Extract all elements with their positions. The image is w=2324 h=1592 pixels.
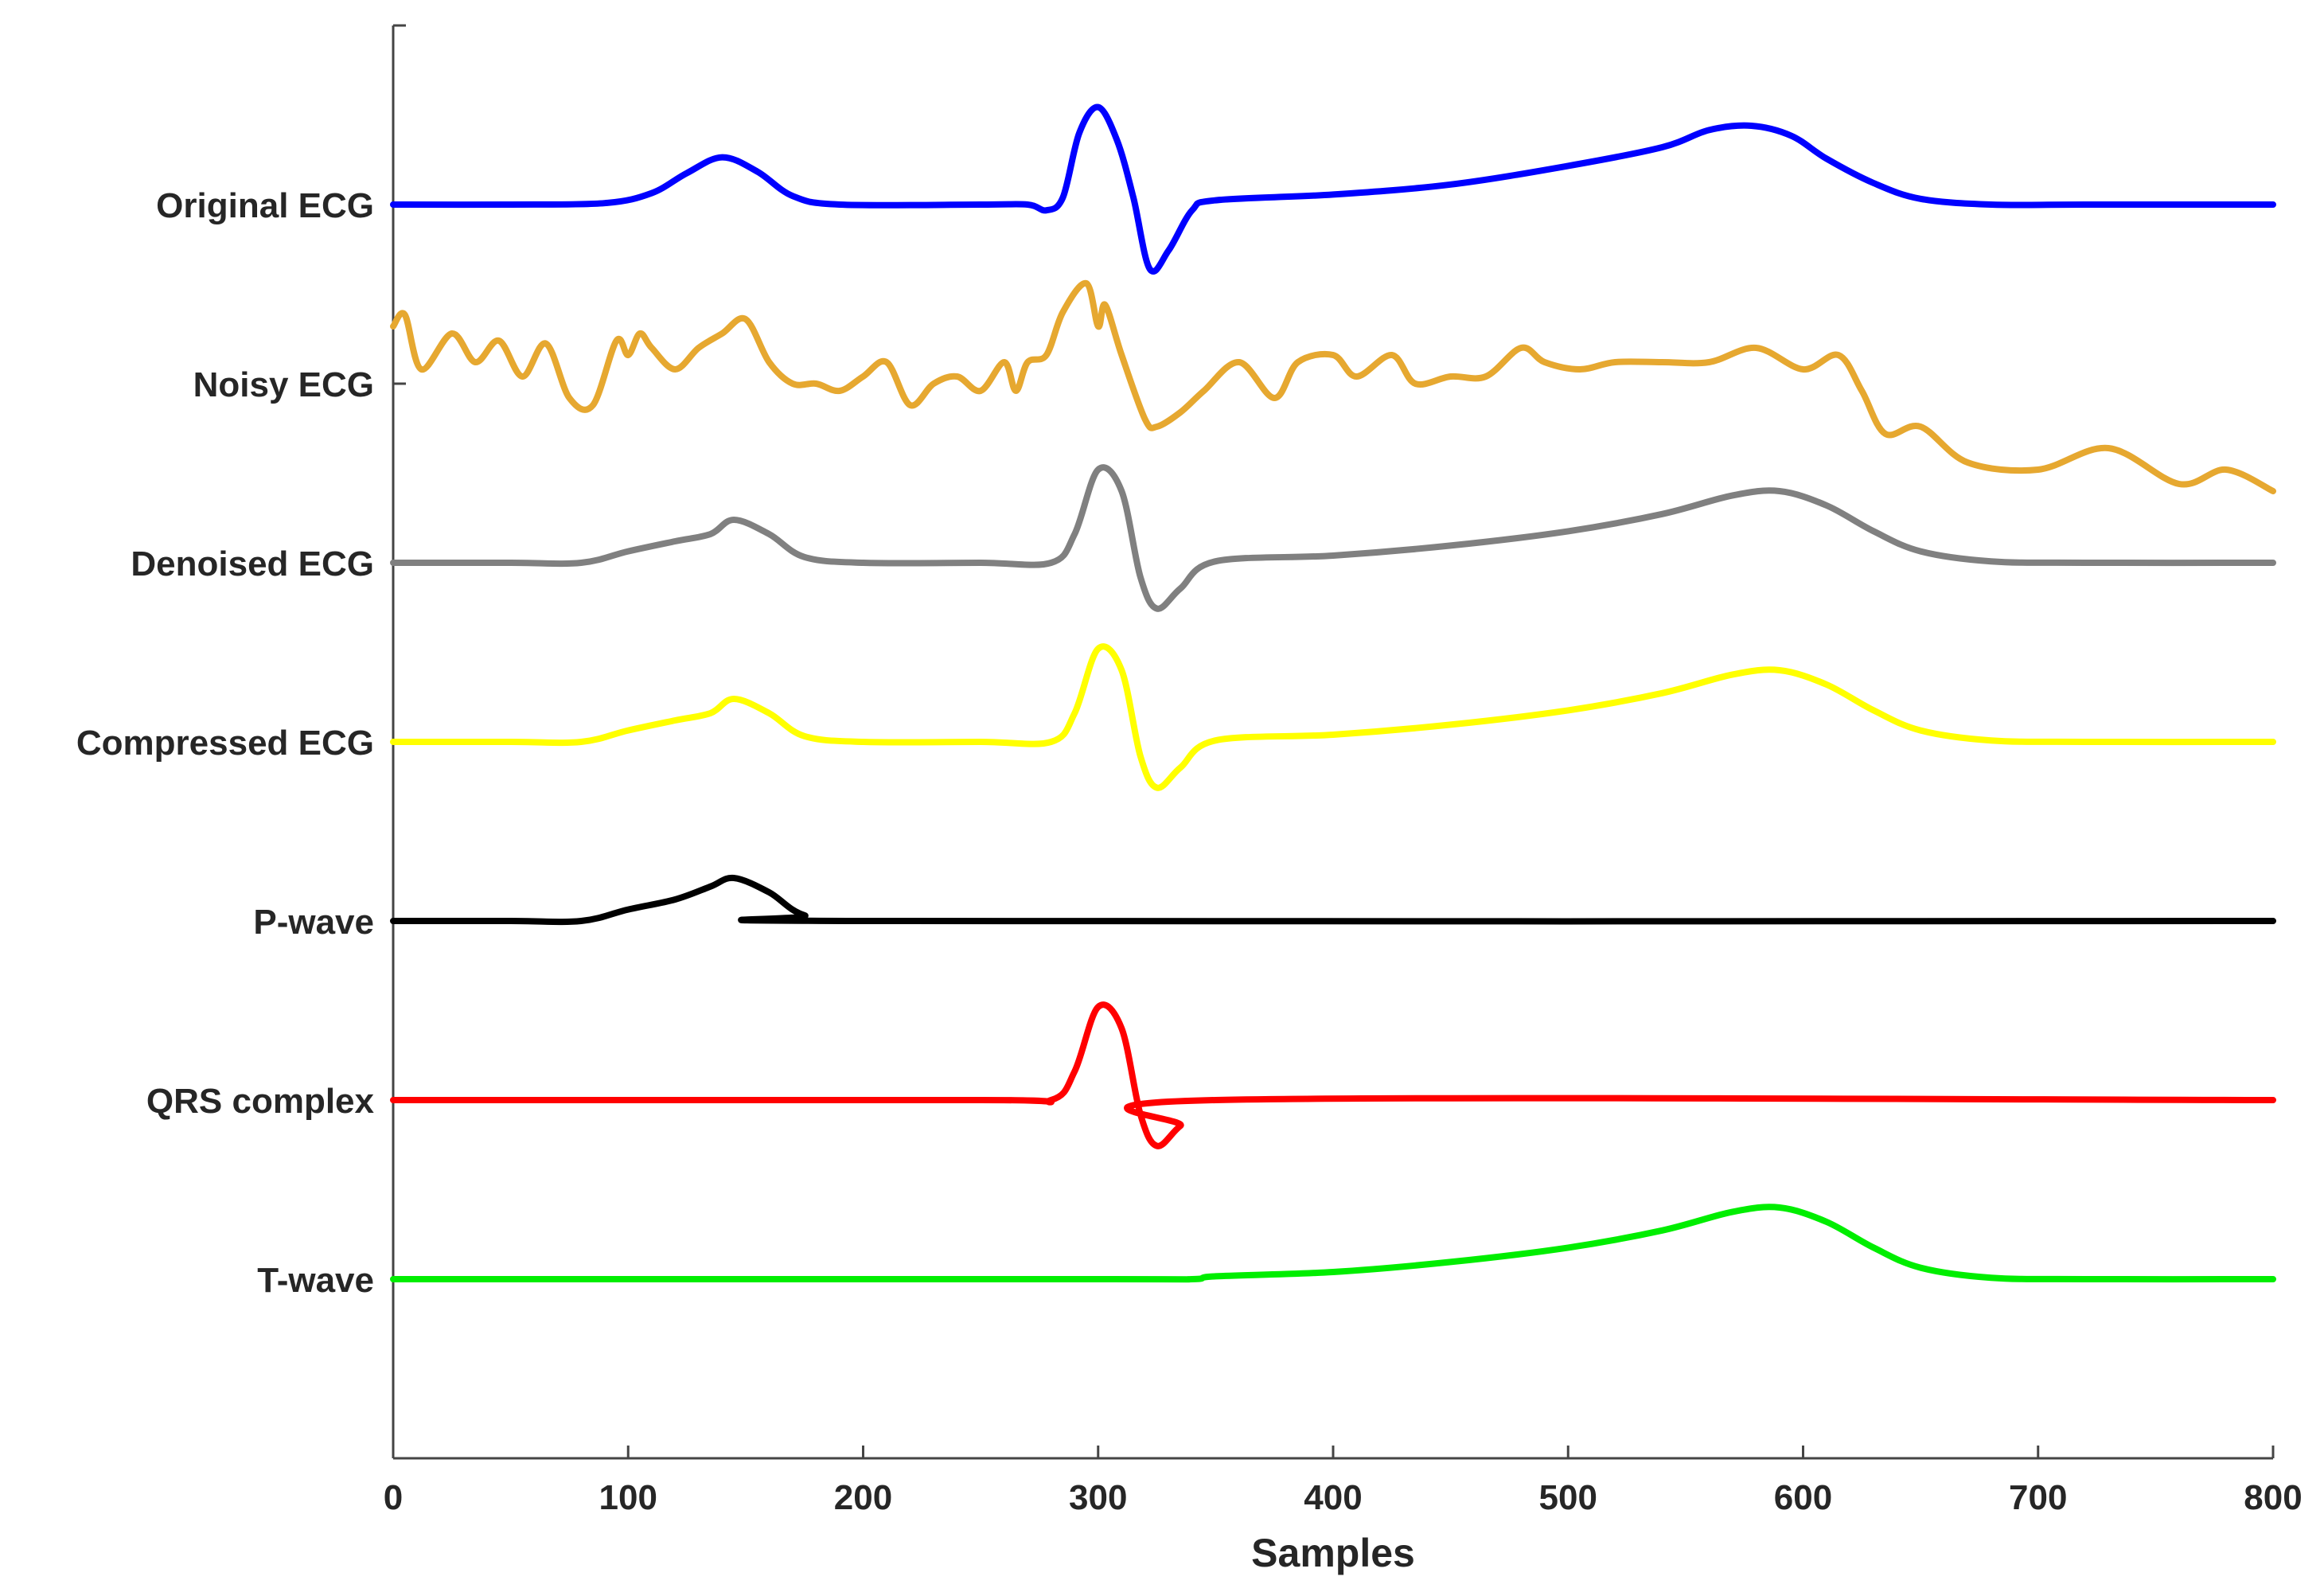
series-line [390,464,2276,612]
series-line [390,103,2276,275]
series-label: T-wave [257,1261,374,1300]
series-line [390,643,2276,791]
axes: 0 100 200 300 400 500 600 700 800 [384,24,2303,1517]
series-label: Noisy ECG [193,365,374,404]
x-tick-label: 300 [1069,1478,1127,1517]
series-labels: Original ECG Noisy ECG Denoised ECG Compres… [76,186,375,1300]
series-label: QRS complex [146,1082,375,1121]
x-axis-label: Samples [1251,1531,1415,1575]
series-line [390,279,2276,494]
x-tick-label: 800 [2244,1478,2302,1517]
series-label: Denoised ECG [131,544,374,583]
series-label: P-wave [253,903,374,942]
x-tick-label: 100 [599,1478,657,1517]
series-label: Compressed ECG [76,724,374,763]
x-tick-label: 500 [1539,1478,1597,1517]
series-label: Original ECG [156,186,374,225]
series-line [390,874,2276,926]
x-tick-label: 400 [1304,1478,1362,1517]
series-line [390,1204,2276,1283]
x-tick-label: 0 [384,1478,403,1517]
x-tick-label: 200 [834,1478,892,1517]
x-tick-label: 700 [2009,1478,2067,1517]
x-tick-label: 600 [1774,1478,1832,1517]
traces [390,103,2276,1283]
series-line [390,1001,2276,1149]
